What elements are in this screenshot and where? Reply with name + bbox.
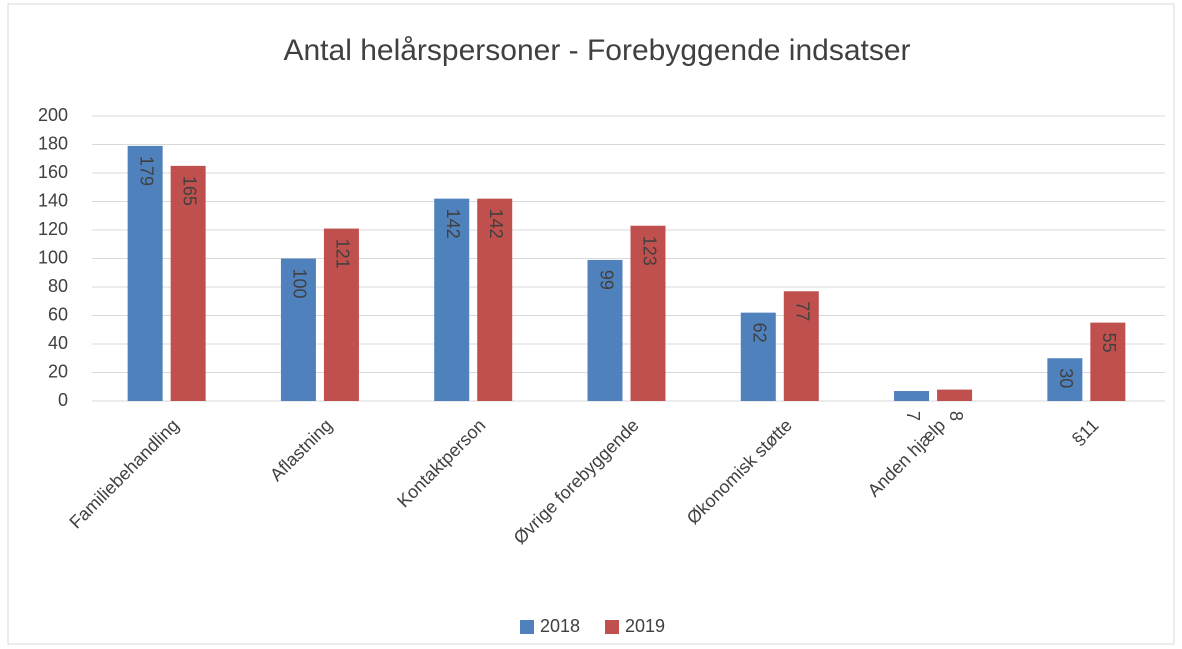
- bar: [937, 389, 973, 401]
- data-label: 62: [750, 323, 770, 343]
- data-label: 142: [443, 209, 463, 239]
- data-label: 7: [903, 411, 923, 421]
- y-tick-label: 200: [38, 105, 68, 125]
- legend-label: 2018: [540, 616, 580, 636]
- y-tick-label: 180: [38, 133, 68, 153]
- legend-swatch: [605, 620, 619, 634]
- legend-label: 2019: [625, 616, 665, 636]
- data-label: 142: [486, 209, 506, 239]
- bar: [1090, 322, 1126, 401]
- y-tick-label: 60: [48, 304, 68, 324]
- data-label: 179: [136, 156, 156, 186]
- data-label: 121: [333, 239, 353, 269]
- bar: [740, 312, 776, 401]
- legend-swatch: [520, 620, 534, 634]
- bar: [323, 228, 359, 401]
- chart-title: Antal helårspersoner - Forebyggende inds…: [283, 34, 910, 67]
- y-tick-label: 100: [38, 247, 68, 267]
- data-label: 77: [793, 301, 813, 321]
- bar: [127, 145, 163, 401]
- bar: [1047, 358, 1083, 401]
- data-label: 8: [946, 411, 966, 421]
- data-label: 165: [179, 176, 199, 206]
- data-label: 99: [596, 270, 616, 290]
- data-label: 100: [290, 269, 310, 299]
- bar: [477, 198, 513, 401]
- y-tick-label: 0: [58, 390, 68, 410]
- bar: [434, 198, 470, 401]
- bar: [894, 391, 930, 401]
- data-label: 30: [1056, 368, 1076, 388]
- y-tick-label: 20: [48, 361, 68, 381]
- bar: [783, 291, 819, 401]
- y-tick-label: 40: [48, 333, 68, 353]
- bar: [630, 225, 666, 401]
- y-tick-label: 140: [38, 190, 68, 210]
- y-tick-label: 80: [48, 276, 68, 296]
- bar: [170, 165, 206, 401]
- y-tick-label: 120: [38, 219, 68, 239]
- data-label: 123: [639, 236, 659, 266]
- data-label: 55: [1099, 333, 1119, 353]
- bar: [280, 258, 316, 401]
- bar: [587, 259, 623, 401]
- y-tick-label: 160: [38, 162, 68, 182]
